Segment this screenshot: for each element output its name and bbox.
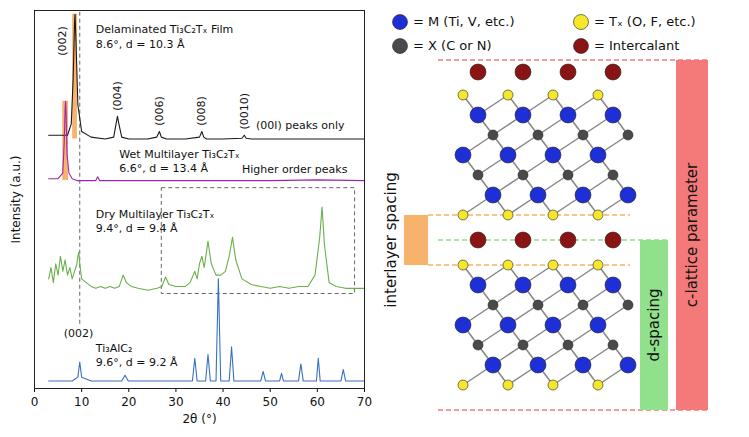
svg-text:40: 40 <box>215 395 230 409</box>
svg-text:= Intercalant: = Intercalant <box>594 38 679 53</box>
svg-text:Dry Multilayer Ti₃C₂Tₓ: Dry Multilayer Ti₃C₂Tₓ <box>96 208 215 221</box>
svg-text:(002): (002) <box>64 327 94 340</box>
svg-text:= X (C or N): = X (C or N) <box>413 38 492 53</box>
svg-text:6.6°, d = 13.4 Å: 6.6°, d = 13.4 Å <box>119 162 208 175</box>
svg-text:interlayer spacing: interlayer spacing <box>382 172 400 307</box>
svg-text:20: 20 <box>121 395 136 409</box>
svg-text:60: 60 <box>310 395 325 409</box>
svg-text:9.6°, d = 9.2 Å: 9.6°, d = 9.2 Å <box>96 356 178 369</box>
svg-text:Intensity (a.u.): Intensity (a.u.) <box>9 156 23 244</box>
svg-text:(004): (004) <box>111 81 124 111</box>
svg-text:10: 10 <box>74 395 89 409</box>
svg-text:= Tₓ (O, F, etc.): = Tₓ (O, F, etc.) <box>594 14 696 29</box>
svg-text:c-lattice parameter: c-lattice parameter <box>683 162 701 307</box>
svg-text:(0010): (0010) <box>238 93 251 130</box>
svg-text:30: 30 <box>168 395 183 409</box>
svg-text:Wet Multilayer Ti₃C₂Tₓ: Wet Multilayer Ti₃C₂Tₓ <box>119 148 239 161</box>
svg-text:(002): (002) <box>56 26 69 56</box>
svg-text:Delaminated Ti₃C₂Tₓ Film: Delaminated Ti₃C₂Tₓ Film <box>96 23 233 36</box>
svg-text:(00l) peaks only: (00l) peaks only <box>256 119 345 132</box>
svg-text:= M (Ti, V, etc.): = M (Ti, V, etc.) <box>413 14 514 29</box>
svg-text:0: 0 <box>31 395 39 409</box>
svg-text:70: 70 <box>357 395 372 409</box>
svg-text:(008): (008) <box>195 96 208 126</box>
svg-text:50: 50 <box>263 395 278 409</box>
svg-text:(006): (006) <box>153 96 166 126</box>
svg-text:9.4°, d = 9.4 Å: 9.4°, d = 9.4 Å <box>96 222 178 235</box>
svg-text:8.6°, d = 10.3 Å: 8.6°, d = 10.3 Å <box>96 38 185 51</box>
svg-text:Ti₃AlC₂: Ti₃AlC₂ <box>95 342 133 355</box>
svg-text:2θ (°): 2θ (°) <box>182 412 216 426</box>
svg-text:Higher order peaks: Higher order peaks <box>242 163 348 176</box>
svg-text:d-spacing: d-spacing <box>645 289 663 362</box>
